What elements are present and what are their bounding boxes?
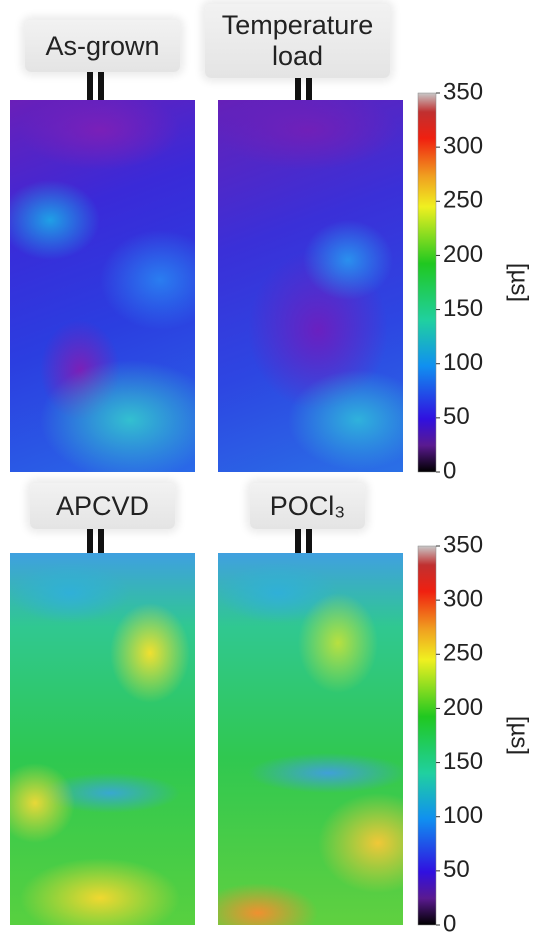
connector bbox=[87, 72, 93, 100]
panel-label: As-grown bbox=[25, 20, 180, 72]
panel-label: Temperature load bbox=[205, 4, 390, 78]
tick-label: 250 bbox=[443, 187, 483, 214]
tick-label: 100 bbox=[443, 802, 483, 829]
tick-label: 50 bbox=[443, 403, 470, 430]
tick-label: 300 bbox=[443, 132, 483, 159]
tick-label: 100 bbox=[443, 349, 483, 376]
tick-label: 300 bbox=[443, 585, 483, 612]
colorbar-label: [µs] bbox=[506, 716, 533, 755]
tick-label: 350 bbox=[443, 78, 483, 105]
connector bbox=[306, 529, 312, 553]
tick-label: 50 bbox=[443, 856, 470, 883]
connector bbox=[87, 529, 93, 553]
tick-label: 150 bbox=[443, 295, 483, 322]
tick-label: 150 bbox=[443, 748, 483, 775]
tick-label: 250 bbox=[443, 640, 483, 667]
tick-label: 350 bbox=[443, 531, 483, 558]
panel-label: APCVD bbox=[30, 483, 175, 529]
lifetime-map bbox=[218, 100, 403, 472]
lifetime-map bbox=[10, 553, 195, 925]
lifetime-map bbox=[218, 553, 403, 925]
colorbar-label: [µs] bbox=[506, 263, 533, 302]
connector bbox=[98, 529, 104, 553]
tick-label: 0 bbox=[443, 457, 456, 484]
colorbar bbox=[417, 92, 437, 473]
panel-label: POCl₃ bbox=[250, 483, 365, 529]
tick-label: 200 bbox=[443, 694, 483, 721]
tick-label: 0 bbox=[443, 910, 456, 937]
connector bbox=[295, 529, 301, 553]
lifetime-map bbox=[10, 100, 195, 472]
connector bbox=[98, 72, 104, 100]
connector bbox=[306, 78, 312, 100]
colorbar bbox=[417, 545, 437, 926]
connector bbox=[295, 78, 301, 100]
tick-label: 200 bbox=[443, 241, 483, 268]
